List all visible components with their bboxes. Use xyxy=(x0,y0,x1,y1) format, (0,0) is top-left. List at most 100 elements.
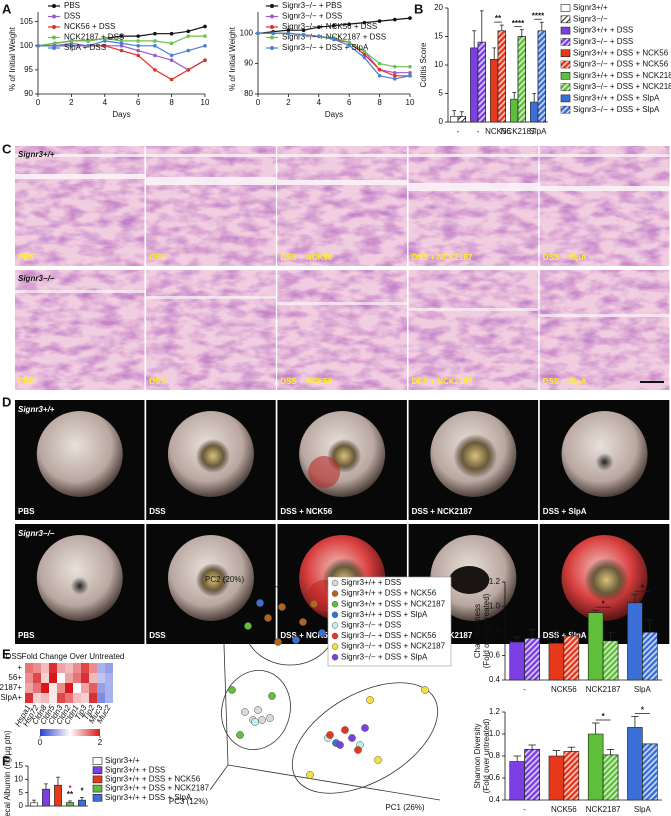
endoscopy-image: DSS + SlpA xyxy=(539,400,670,520)
endoscopy-row-label: Signr3+/+ xyxy=(18,405,55,414)
legend-hatch xyxy=(561,38,570,46)
legend-swatch xyxy=(92,793,103,802)
heatmap-cell xyxy=(89,693,97,703)
bar-hatch xyxy=(477,41,486,123)
series-marker xyxy=(186,68,191,72)
bar xyxy=(548,642,565,681)
scatter-point xyxy=(266,714,274,722)
series-marker xyxy=(153,43,157,48)
y-tick-label: 80 xyxy=(244,89,253,98)
lumen-band xyxy=(277,154,407,157)
scatter-point xyxy=(361,724,369,732)
legend-marker xyxy=(270,25,274,29)
bar-hatch xyxy=(517,36,526,123)
heatmap-cell xyxy=(89,663,97,673)
legend-marker xyxy=(331,611,339,619)
lumen-band xyxy=(408,154,539,157)
histology-image: DSS xyxy=(146,270,276,390)
legend-label: NCK56 + DSS xyxy=(64,22,115,31)
group-label: - xyxy=(523,685,526,694)
x-tick-label: 10 xyxy=(201,98,210,107)
heatmap-cell xyxy=(81,673,89,683)
legend-label: Signr3−/− + DSS xyxy=(573,37,633,46)
lumen-band xyxy=(146,177,276,185)
x-tick-label: 0 xyxy=(256,98,261,107)
x-tick-label: 6 xyxy=(136,98,141,107)
histology-label: DSS + NCK2187 xyxy=(412,377,473,386)
heatmap-cell xyxy=(49,673,57,683)
legend-marker xyxy=(331,643,339,650)
series-marker xyxy=(136,39,140,43)
series-marker xyxy=(69,43,74,48)
histology-label: DSS + NCK2187 xyxy=(412,253,473,262)
heatmap-cell xyxy=(57,683,65,693)
group-label: NCK56 xyxy=(551,685,577,694)
heatmap-cell xyxy=(25,683,33,693)
series-marker xyxy=(393,70,397,75)
bar-hatch xyxy=(563,635,580,681)
legend-label: Signr3−/− xyxy=(573,14,608,23)
legend-label: Signr3−/− + DSS + SlpA xyxy=(573,105,660,114)
series-marker xyxy=(317,34,321,39)
heatmap-cell xyxy=(33,693,41,703)
endoscopy-image: DSS + NCK56 xyxy=(277,400,407,520)
y-tick-label: 15 xyxy=(14,761,23,770)
heatmap-cell xyxy=(41,673,49,683)
histology-image: DSS + NCK56 xyxy=(277,146,407,266)
legend-label: Signr3−/− + NCK2187 + DSS xyxy=(282,33,386,42)
ulcer xyxy=(195,563,230,597)
lumen-band xyxy=(277,302,407,305)
endoscopy-row-label: Signr3−/− xyxy=(18,529,55,538)
legend-label: Signr3−/− + PBS xyxy=(282,1,342,10)
lumen-band xyxy=(408,308,539,311)
series-marker xyxy=(153,39,157,43)
pc1-axis xyxy=(227,764,441,801)
heatmap-cell xyxy=(73,693,81,703)
legend-marker xyxy=(52,35,56,40)
series-marker xyxy=(362,55,367,60)
histology-label: DSS + SlpA xyxy=(543,377,587,386)
scatter-point xyxy=(254,706,262,714)
series-marker xyxy=(332,37,336,42)
legend-marker xyxy=(331,600,339,608)
legend-swatch xyxy=(560,94,571,103)
heatmap-cell xyxy=(57,673,65,683)
scatter-point xyxy=(292,636,300,644)
series-marker xyxy=(169,77,174,82)
y-axis-label: Fecal Albumin (ng/µg ptn) xyxy=(3,730,12,816)
series-marker xyxy=(169,58,174,63)
bar xyxy=(450,116,459,123)
series-marker xyxy=(393,73,397,78)
y-tick-label: 90 xyxy=(244,59,253,68)
series-marker xyxy=(136,43,140,48)
histology-image: DSS + NCK2187 xyxy=(408,270,539,390)
x-axis-label: Days xyxy=(112,110,130,119)
bar-hatch xyxy=(642,743,658,801)
significance-label: * xyxy=(641,583,645,592)
bar xyxy=(78,799,86,807)
y-tick-label: 0.8 xyxy=(489,626,501,635)
legend-label: PBS xyxy=(64,1,80,10)
histology-label: DSS + NCK56 xyxy=(280,377,332,386)
series-marker xyxy=(393,17,397,22)
y-tick-label: 95 xyxy=(24,65,33,74)
group-label: SlpA xyxy=(530,127,548,136)
tissue-texture xyxy=(146,146,276,266)
bar xyxy=(627,602,643,681)
group-label: - xyxy=(457,127,460,136)
heatmap-cell xyxy=(65,683,73,693)
series-marker xyxy=(377,61,382,66)
row-header: DSS xyxy=(6,652,22,661)
lumen xyxy=(70,577,89,595)
x-tick-label: 4 xyxy=(103,98,108,107)
histology-image: DSS + NCK56 xyxy=(277,270,407,390)
legend-label: Signr3+/+ + DSS + NCK56 xyxy=(105,775,201,784)
series-marker xyxy=(169,53,174,58)
heatmap-cell xyxy=(49,693,57,703)
heatmap-cell xyxy=(97,673,105,683)
heatmap-cell xyxy=(97,693,105,703)
legend-marker xyxy=(270,14,274,19)
heatmap-cell xyxy=(41,683,49,693)
cluster-ellipse xyxy=(291,682,439,794)
scatter-point xyxy=(268,692,276,700)
